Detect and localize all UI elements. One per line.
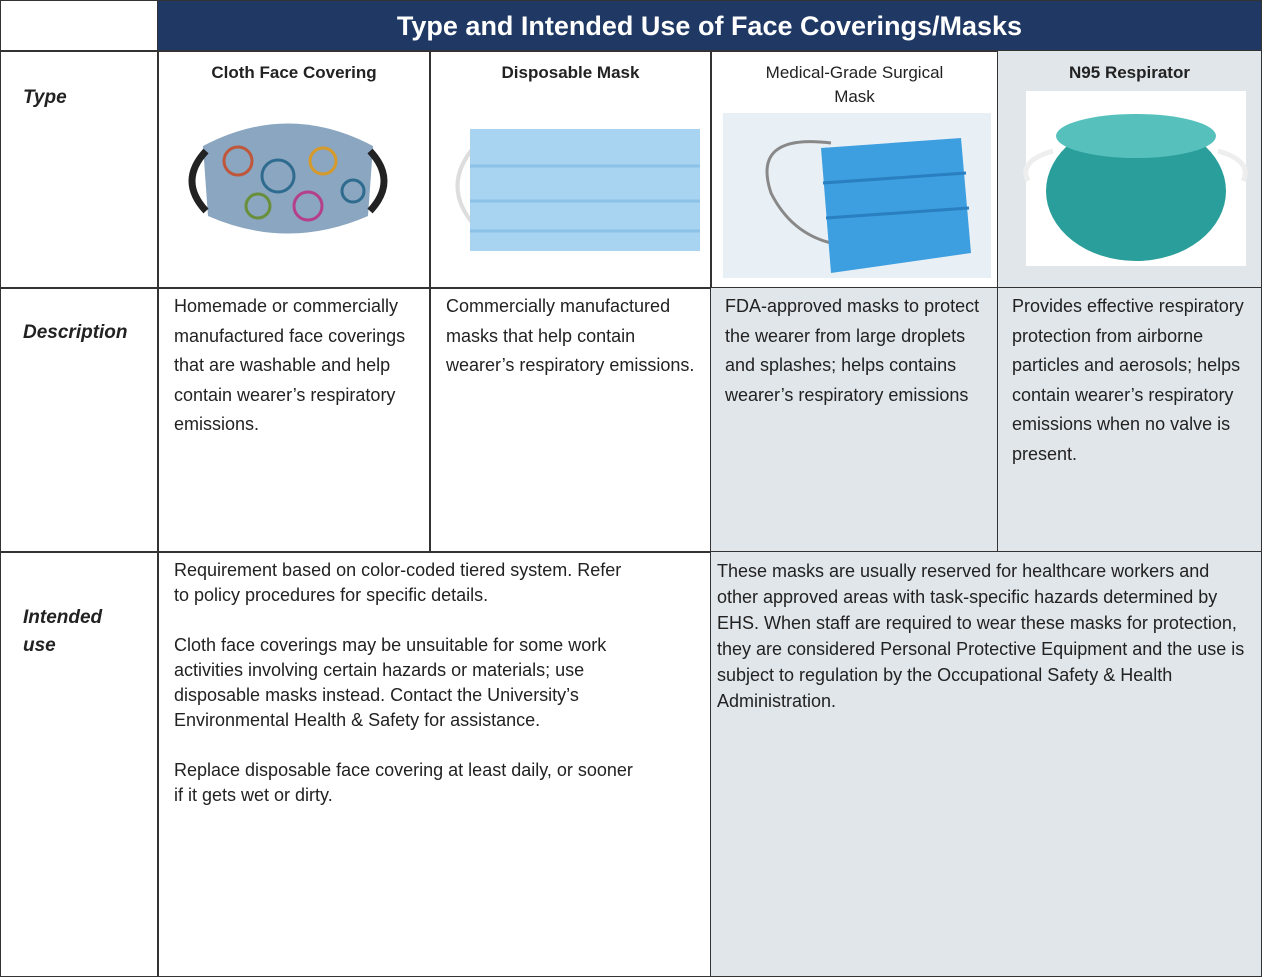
intended-use-cell: These masks are usually reserved for hea… <box>710 551 1262 977</box>
paragraph: Requirement based on color-coded tiered … <box>174 560 622 605</box>
paragraph: Replace disposable face covering at leas… <box>174 760 633 805</box>
corner-cell <box>0 0 159 52</box>
description-cell: FDA-approved masks to protect the wearer… <box>710 287 999 553</box>
table-title: Type and Intended Use of Face Coverings/… <box>157 0 1262 52</box>
cloth-mask-image <box>188 123 388 234</box>
column-header: N95 Respirator <box>997 50 1262 289</box>
column-header: Disposable Mask <box>429 50 712 289</box>
column-header: Cloth Face Covering <box>157 50 431 289</box>
description-cell: Commercially manufactured masks that hel… <box>429 287 712 553</box>
row-label: Type <box>0 50 159 289</box>
column-name: N95 Respirator <box>1069 63 1190 82</box>
row-label: Description <box>0 287 159 553</box>
description-cell: Homemade or commercially manufactured fa… <box>157 287 431 553</box>
paragraph: Cloth face coverings may be unsuitable f… <box>174 635 607 730</box>
intended-use-cell: Requirement based on color-coded tiered … <box>157 551 712 977</box>
n95-image <box>1023 91 1248 266</box>
row-label: Intended use <box>0 551 159 977</box>
surgical-mask-image <box>723 113 991 278</box>
column-name: Cloth Face Covering <box>211 63 377 82</box>
column-name: Disposable Mask <box>501 63 640 82</box>
disposable-mask-image <box>455 129 700 251</box>
column-header: Medical-Grade Surgical Mask <box>710 50 999 289</box>
description-cell: Provides effective respiratory protectio… <box>997 287 1262 553</box>
column-name: Medical-Grade Surgical Mask <box>765 63 944 106</box>
